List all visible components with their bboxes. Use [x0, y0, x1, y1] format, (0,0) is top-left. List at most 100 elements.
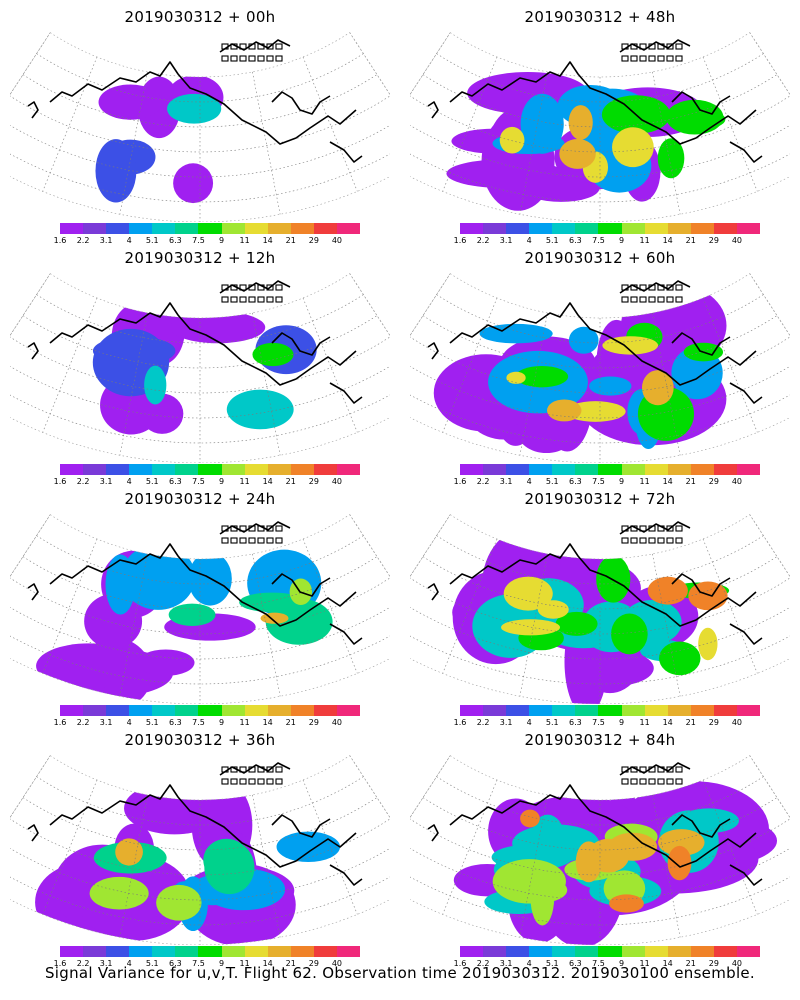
- map-boundary: [10, 32, 390, 222]
- colorbar-segment: [290, 464, 314, 475]
- colorbar: [60, 946, 361, 957]
- coastline: [427, 521, 763, 645]
- colorbar-tick-label: 3.1: [499, 477, 513, 486]
- colorbar-tick-label: 21: [285, 959, 296, 968]
- variance-blob: [515, 365, 569, 388]
- colorbar-segment: [83, 223, 107, 234]
- colorbar-tick-label: 11: [639, 959, 650, 968]
- colorbar-tick-label: 14: [262, 236, 273, 245]
- variance-blob: [170, 311, 266, 344]
- colorbar-segment: [221, 946, 245, 957]
- colorbar: [60, 464, 361, 475]
- variance-blob: [265, 598, 333, 645]
- islands: [621, 43, 683, 62]
- colorbar-segment: [736, 946, 761, 957]
- colorbar-segment: [129, 946, 153, 957]
- colorbar-segment: [336, 223, 361, 234]
- map-panel: 2019030312 + 00h 1.6 2.2 3.1 4 5.1 6.3 7.5 9 11 1…: [0, 0, 400, 250]
- colorbar-segment: [460, 946, 484, 957]
- colorbar-segment: [621, 464, 645, 475]
- variance-blob: [252, 342, 294, 367]
- colorbar-segment: [460, 223, 484, 234]
- colorbar-tick-label: 14: [262, 959, 273, 968]
- colorbar-tick-label: 7.5: [592, 959, 605, 968]
- variance-blob: [674, 109, 726, 130]
- map-image: [410, 273, 790, 463]
- colorbar-segment: [198, 223, 222, 234]
- map-panel: 2019030312 + 60h 1.6 2.2 3.1 4 5.1 6.3 7.5 9 11 1…: [400, 241, 800, 491]
- colorbar-tick-label: 2.2: [76, 959, 90, 968]
- variance-blob: [506, 371, 526, 384]
- variance-field: [446, 72, 726, 211]
- colorbar-tick-label: 6.3: [169, 718, 182, 727]
- colorbar-tick-label: 1.6: [453, 477, 467, 486]
- variance-blob: [559, 138, 596, 169]
- map-panel: 2019030312 + 36h 1.6 2.2 3.1 4 5.1 6.3 7.5 9 11 1…: [0, 723, 400, 973]
- colorbar-tick-label: 9: [618, 718, 625, 727]
- colorbar-tick-label: 29: [308, 718, 319, 727]
- colorbar-segment: [690, 946, 714, 957]
- colorbar-segment: [713, 223, 737, 234]
- colorbar-tick-label: 3.1: [99, 477, 113, 486]
- colorbar-tick-label: 5.1: [145, 236, 159, 245]
- variance-blob: [555, 611, 598, 636]
- variance-blob: [136, 649, 195, 676]
- variance-blob: [589, 376, 632, 396]
- colorbar-segment: [506, 223, 530, 234]
- colorbar-segment: [221, 705, 245, 716]
- map-image: [10, 32, 390, 222]
- colorbar-segment: [575, 223, 599, 234]
- variance-blob: [657, 138, 685, 179]
- variance-field: [453, 781, 778, 945]
- variance-blob: [276, 831, 340, 863]
- colorbar-tick-label: 6.3: [569, 959, 582, 968]
- map-boundary: [410, 755, 790, 945]
- variance-blob: [568, 326, 599, 354]
- colorbar-tick-label: 2.2: [476, 477, 490, 486]
- colorbar-tick-label: 11: [239, 477, 250, 486]
- colorbar-tick-label: 40: [731, 477, 743, 486]
- colorbar-segment: [198, 946, 222, 957]
- islands: [621, 525, 683, 544]
- colorbar-tick-label: 1.6: [53, 959, 67, 968]
- colorbar-tick-label: 9: [618, 959, 625, 968]
- colorbar-tick-label: 7.5: [192, 718, 205, 727]
- graticule: [10, 755, 390, 945]
- variance-blob: [611, 613, 648, 655]
- colorbar-tick-label: 29: [708, 236, 719, 245]
- panel-title: 2019030312 + 36h: [124, 731, 276, 749]
- colorbar-ticks: 1.6 2.2 3.1 4 5.1 6.3 7.5 9 11 14 21 29 40: [52, 236, 352, 248]
- colorbar-segment: [713, 464, 737, 475]
- colorbar-tick-label: 9: [218, 959, 225, 968]
- colorbar-tick-label: 2.2: [476, 236, 490, 245]
- coastline: [27, 762, 363, 886]
- colorbar-tick-label: 5.1: [545, 718, 559, 727]
- colorbar-segment: [83, 464, 107, 475]
- graticule: [10, 32, 390, 222]
- colorbar-tick-label: 29: [308, 236, 319, 245]
- variance-blob: [609, 894, 644, 913]
- variance-blob: [168, 603, 216, 626]
- colorbar-tick-label: 1.6: [453, 718, 467, 727]
- colorbar-segment: [175, 464, 199, 475]
- colorbar-tick-label: 7.5: [592, 718, 605, 727]
- colorbar-segment: [244, 223, 268, 234]
- variance-blob: [204, 840, 255, 895]
- colorbar-segment: [152, 946, 176, 957]
- colorbar-segment: [529, 464, 553, 475]
- map-panel: 2019030312 + 84h 1.6 2.2 3.1 4 5.1 6.3 7.5 9 11 1…: [400, 723, 800, 973]
- colorbar-tick-label: 40: [731, 718, 743, 727]
- colorbar-ticks: 1.6 2.2 3.1 4 5.1 6.3 7.5 9 11 14 21 29 40: [52, 959, 352, 971]
- map-boundary: [410, 514, 790, 704]
- variance-field: [95, 75, 224, 204]
- colorbar-tick-label: 6.3: [169, 477, 182, 486]
- colorbar-tick-label: 40: [731, 959, 743, 968]
- variance-blob: [140, 393, 184, 434]
- colorbar-segment: [690, 705, 714, 716]
- colorbar-segment: [83, 705, 107, 716]
- variance-blob: [226, 389, 294, 430]
- panel-title: 2019030312 + 48h: [524, 8, 676, 26]
- colorbar-tick-label: 40: [331, 477, 343, 486]
- islands: [621, 284, 683, 303]
- variance-blob: [501, 619, 561, 636]
